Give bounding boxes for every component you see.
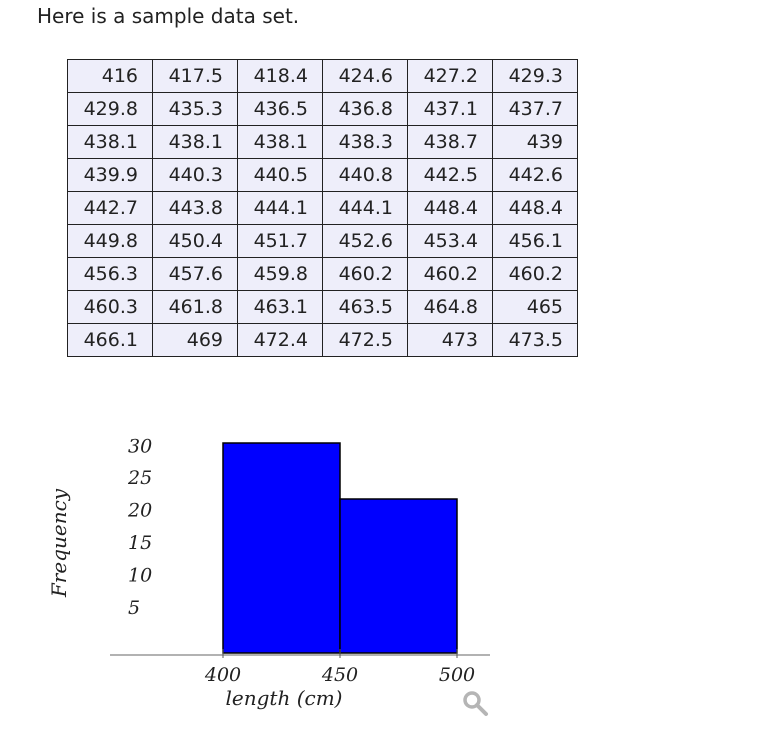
table-cell: 438.7 [407,125,493,159]
table-row: 439.9 440.3 440.5 440.8 442.5 442.6 [67,158,578,192]
y-tick-label: 15 [128,532,152,554]
magnifier-icon[interactable] [460,688,490,718]
table-cell: 439.9 [67,158,153,192]
table-cell: 457.6 [152,257,238,291]
table-cell: 460.2 [407,257,493,291]
table-cell: 460.2 [322,257,408,291]
table-cell: 439 [492,125,578,159]
table-cell: 444.1 [237,191,323,225]
table-cell: 424.6 [322,59,408,93]
table-cell: 444.1 [322,191,408,225]
y-tick-label: 30 [128,436,152,458]
histogram-bar [339,498,458,654]
table-row: 429.8 435.3 436.5 436.8 437.1 437.7 [67,92,578,126]
x-tick-label: 400 [204,664,241,686]
table-cell: 442.7 [67,191,153,225]
table-cell: 451.7 [237,224,323,258]
table-cell: 463.1 [237,290,323,324]
table-cell: 460.3 [67,290,153,324]
table-cell: 450.4 [152,224,238,258]
table-cell: 448.4 [407,191,493,225]
table-cell: 437.7 [492,92,578,126]
table-cell: 418.4 [237,59,323,93]
histogram-bar [222,442,341,654]
table-cell: 438.1 [152,125,238,159]
table-cell: 429.8 [67,92,153,126]
table-cell: 435.3 [152,92,238,126]
table-cell: 466.1 [67,323,153,357]
y-axis-label: Frequency [47,488,71,598]
table-row: 449.8 450.4 451.7 452.6 453.4 456.1 [67,224,578,258]
table-row: 416 417.5 418.4 424.6 427.2 429.3 [67,59,578,93]
table-cell: 461.8 [152,290,238,324]
x-tick-label: 450 [321,664,358,686]
table-cell: 452.6 [322,224,408,258]
table-row: 442.7 443.8 444.1 444.1 448.4 448.4 [67,191,578,225]
x-axis-label: length (cm) [226,686,343,710]
table-row: 456.3 457.6 459.8 460.2 460.2 460.2 [67,257,578,291]
table-cell: 472.5 [322,323,408,357]
table-cell: 464.8 [407,290,493,324]
table-cell: 465 [492,290,578,324]
table-cell: 440.3 [152,158,238,192]
table-cell: 473.5 [492,323,578,357]
table-row: 466.1 469 472.4 472.5 473 473.5 [67,323,578,357]
table-cell: 459.8 [237,257,323,291]
histogram-chart: 5 10 15 20 25 30 400 450 500 length (cm) Freque… [47,436,490,710]
table-cell: 469 [152,323,238,357]
table-cell: 440.8 [322,158,408,192]
table-cell: 416 [67,59,153,93]
table-cell: 436.8 [322,92,408,126]
table-cell: 456.1 [492,224,578,258]
table-cell: 443.8 [152,191,238,225]
table-cell: 448.4 [492,191,578,225]
table-cell: 449.8 [67,224,153,258]
table-cell: 456.3 [67,257,153,291]
y-tick-label: 25 [127,467,152,489]
table-cell: 429.3 [492,59,578,93]
table-cell: 463.5 [322,290,408,324]
table-cell: 438.3 [322,125,408,159]
table-cell: 427.2 [407,59,493,93]
table-cell: 438.1 [67,125,153,159]
y-tick-label: 5 [128,597,140,619]
table-cell: 437.1 [407,92,493,126]
table-cell: 417.5 [152,59,238,93]
x-tick-label: 500 [439,664,475,686]
table-cell: 440.5 [237,158,323,192]
table-cell: 438.1 [237,125,323,159]
table-row: 460.3 461.8 463.1 463.5 464.8 465 [67,290,578,324]
data-table: 416 417.5 418.4 424.6 427.2 429.3 429.8 435.3 43… [67,59,578,357]
table-cell: 436.5 [237,92,323,126]
table-cell: 472.4 [237,323,323,357]
table-cell: 453.4 [407,224,493,258]
table-cell: 473 [407,323,493,357]
y-tick-label: 10 [128,565,152,587]
intro-text: Here is a sample data set. [37,4,300,28]
y-tick-label: 20 [127,500,152,522]
table-cell: 442.6 [492,158,578,192]
table-cell: 460.2 [492,257,578,291]
table-cell: 442.5 [407,158,493,192]
table-row: 438.1 438.1 438.1 438.3 438.7 439 [67,125,578,159]
